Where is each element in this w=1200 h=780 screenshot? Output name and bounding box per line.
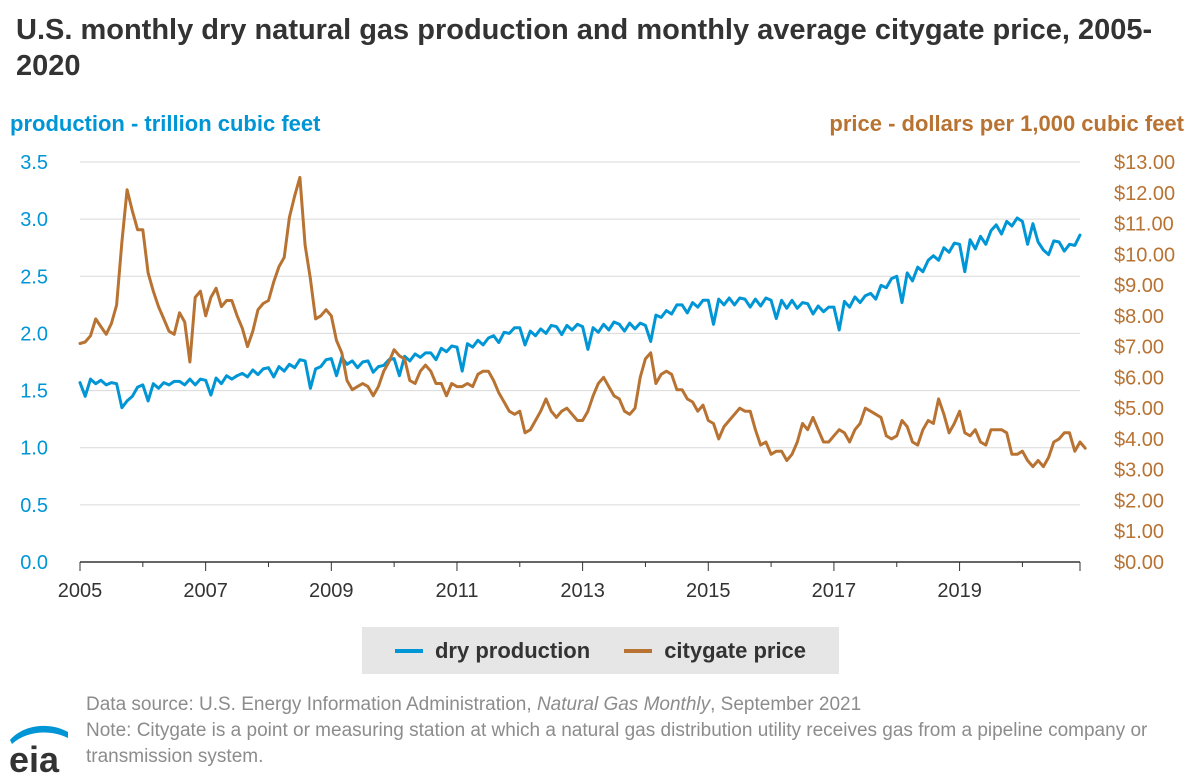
series-lines bbox=[78, 175, 1087, 469]
x-tick-label: 2005 bbox=[58, 580, 103, 602]
left-tick-label: 1.5 bbox=[20, 381, 48, 403]
right-tick-label: $5.00 bbox=[1114, 398, 1164, 420]
source-prefix: Data source: U.S. Energy Information Adm… bbox=[86, 694, 537, 715]
x-tick-label: 2013 bbox=[560, 580, 605, 602]
source-date: , September 2021 bbox=[710, 694, 862, 715]
left-tick-label: 3.0 bbox=[20, 209, 48, 231]
legend: dry production citygate price bbox=[362, 627, 839, 674]
left-tick-label: 0.0 bbox=[20, 552, 48, 574]
x-tick-label: 2017 bbox=[812, 580, 857, 602]
chart-title: U.S. monthly dry natural gas production … bbox=[16, 14, 1153, 82]
legend-label-price: citygate price bbox=[664, 637, 807, 663]
legend-swatch-price bbox=[624, 648, 653, 653]
source-publication: Natural Gas Monthly bbox=[536, 694, 711, 715]
right-tick-label: $11.00 bbox=[1114, 214, 1174, 236]
footer: Data source: U.S. Energy Information Adm… bbox=[86, 692, 1186, 770]
footnote: Note: Citygate is a point or measuring s… bbox=[86, 720, 1148, 767]
legend-label-production: dry production bbox=[434, 637, 591, 663]
x-axis-ticks: 2005 2007 2009 2011 2013 2015 2017 2019 bbox=[58, 562, 1081, 602]
right-tick-label: $7.00 bbox=[1114, 337, 1164, 359]
x-tick-label: 2009 bbox=[309, 580, 354, 602]
price-line bbox=[78, 175, 1087, 469]
right-tick-label: $1.00 bbox=[1114, 521, 1164, 543]
legend-swatch-production bbox=[394, 648, 423, 653]
right-tick-label: $3.00 bbox=[1114, 460, 1164, 482]
left-tick-label: 3.5 bbox=[20, 152, 48, 174]
right-tick-label: $4.00 bbox=[1114, 429, 1164, 451]
x-tick-label: 2011 bbox=[435, 580, 478, 602]
eia-logo-icon: eia bbox=[9, 725, 68, 776]
legend-item-production: dry production bbox=[394, 637, 591, 664]
right-tick-label: $8.00 bbox=[1114, 306, 1164, 328]
legend-item-price: citygate price bbox=[624, 638, 806, 664]
x-tick-label: 2015 bbox=[686, 580, 731, 602]
x-tick-label: 2007 bbox=[183, 580, 228, 602]
left-axis-ticks: 0.0 0.5 1.0 1.5 2.0 2.5 3.0 3.5 bbox=[20, 152, 48, 574]
logo-text: eia bbox=[9, 739, 60, 776]
x-tick-label: 2019 bbox=[937, 580, 982, 602]
left-tick-label: 1.0 bbox=[20, 438, 48, 460]
right-tick-label: $9.00 bbox=[1114, 275, 1164, 297]
right-axis-ticks: $0.00 $1.00 $2.00 $3.00 $4.00 $5.00 $6.00 $7.00… bbox=[1114, 152, 1175, 574]
right-tick-label: $13.00 bbox=[1114, 152, 1175, 174]
right-axis-title: price - dollars per 1,000 cubic feet bbox=[829, 111, 1184, 136]
left-tick-label: 0.5 bbox=[20, 495, 48, 517]
left-tick-label: 2.0 bbox=[20, 323, 48, 345]
right-tick-label: $0.00 bbox=[1114, 552, 1164, 574]
right-tick-label: $6.00 bbox=[1114, 367, 1164, 389]
left-axis-title: production - trillion cubic feet bbox=[10, 111, 321, 136]
line-chart: 0.0 0.5 1.0 1.5 2.0 2.5 3.0 3.5 $0.00 $1.00 $2.00… bbox=[20, 152, 1175, 602]
production-line bbox=[78, 216, 1082, 410]
left-tick-label: 2.5 bbox=[20, 266, 48, 288]
right-tick-label: $12.00 bbox=[1114, 183, 1175, 205]
right-tick-label: $2.00 bbox=[1114, 490, 1164, 512]
grid-lines bbox=[80, 161, 1080, 506]
right-tick-label: $10.00 bbox=[1114, 244, 1175, 266]
data-source: Data source: U.S. Energy Information Adm… bbox=[86, 692, 1186, 718]
